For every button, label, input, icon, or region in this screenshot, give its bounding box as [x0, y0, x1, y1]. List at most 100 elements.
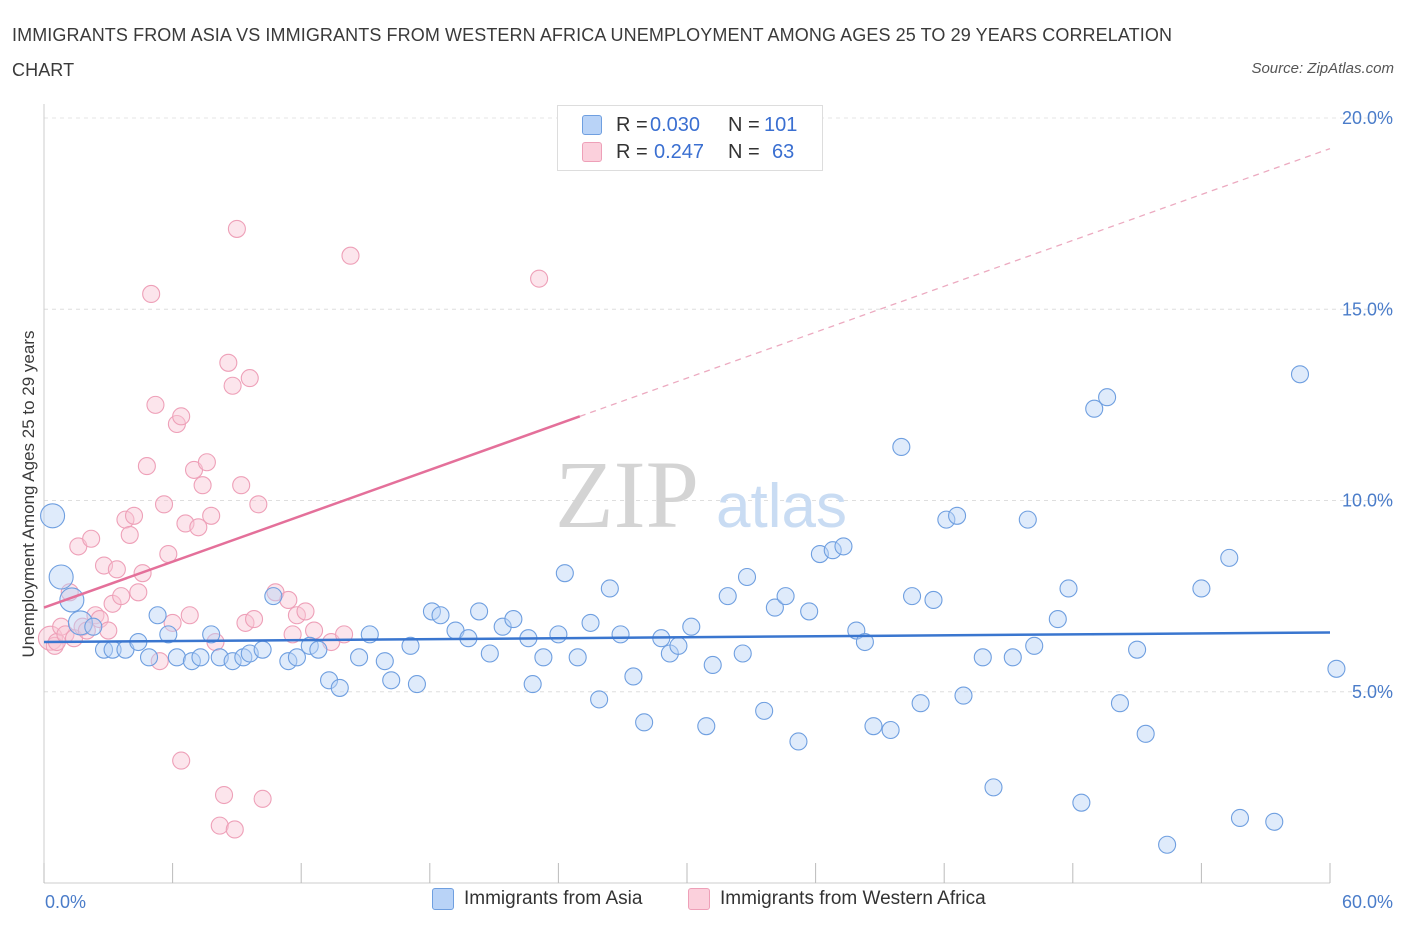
data-point: [283, 625, 302, 644]
trend-line-western-africa: [43, 415, 581, 609]
data-point: [107, 560, 126, 579]
legend-swatch-asia: [432, 888, 454, 910]
data-point: [855, 632, 874, 652]
data-point: [635, 713, 654, 732]
y-tick-label: 10.0%: [1342, 491, 1393, 511]
n-label: N =: [728, 113, 760, 136]
data-point: [581, 613, 600, 632]
legend-swatch-asia: [582, 115, 602, 135]
data-point: [350, 648, 369, 667]
r-label: R =: [616, 113, 648, 136]
data-point: [984, 778, 1003, 797]
data-point: [1059, 579, 1078, 598]
data-point: [142, 284, 161, 304]
data-point: [202, 506, 221, 525]
trend-line-asia: [43, 631, 1331, 644]
data-point: [214, 785, 234, 805]
data-point: [549, 625, 568, 644]
data-point: [197, 453, 216, 472]
data-point: [225, 820, 244, 839]
data-point: [568, 648, 587, 667]
data-point: [240, 369, 259, 388]
trend-lines: [43, 147, 1331, 644]
watermark-atlas: atlas: [716, 472, 847, 541]
legend-label-western-africa: Immigrants from Western Africa: [720, 888, 986, 909]
data-point: [223, 652, 242, 671]
data-point: [84, 617, 103, 636]
data-point: [431, 606, 450, 625]
y-tick-label: 15.0%: [1342, 299, 1393, 319]
y-tick-label: 20.0%: [1342, 108, 1393, 128]
data-point: [1085, 399, 1104, 418]
data-point: [191, 648, 210, 667]
data-point: [669, 636, 688, 655]
data-point: [924, 590, 943, 610]
gridlines: [44, 117, 1394, 693]
data-point: [202, 625, 221, 644]
legend-item-asia[interactable]: Immigrants from Asia: [432, 888, 642, 910]
data-point: [99, 621, 118, 640]
data-point: [834, 537, 853, 556]
data-point: [973, 648, 992, 667]
data-point: [146, 395, 165, 414]
x-tick-label: 60.0%: [1342, 892, 1393, 912]
data-point: [611, 625, 630, 644]
data-point: [765, 598, 784, 617]
trend-line-western-africa-extension: [579, 147, 1331, 417]
data-point: [1327, 659, 1346, 678]
data-point: [309, 640, 328, 659]
data-point: [733, 644, 752, 663]
data-point: [600, 579, 619, 598]
stats-legend: R = 0.030 N = 101 R = 0.247 N = 63: [557, 105, 823, 171]
data-point: [1192, 579, 1211, 598]
data-point: [1003, 648, 1022, 667]
data-point: [244, 610, 264, 629]
data-point: [902, 587, 922, 606]
series-asia-points: [40, 365, 1346, 854]
legend-swatch-western-africa: [688, 888, 710, 910]
data-point: [253, 789, 272, 808]
legend-item-western-africa[interactable]: Immigrants from Western Africa: [688, 888, 986, 910]
data-point: [193, 476, 212, 495]
data-point: [682, 617, 701, 636]
y-axis-title: Unemployment Among Ages 25 to 29 years: [19, 331, 38, 658]
legend-label-asia: Immigrants from Asia: [464, 888, 643, 909]
data-point: [182, 652, 201, 671]
data-point: [1018, 510, 1037, 529]
data-point: [82, 529, 101, 548]
tick-labels: 5.0% 10.0% 15.0% 20.0% 0.0% 60.0%: [45, 108, 1393, 912]
data-point: [150, 652, 169, 671]
data-point: [1098, 388, 1117, 407]
data-point: [129, 583, 148, 602]
data-point: [800, 602, 819, 621]
data-point: [341, 246, 360, 265]
data-point: [718, 587, 737, 606]
data-point: [67, 610, 93, 636]
x-tick-label: 0.0%: [45, 892, 86, 912]
data-point: [1265, 812, 1284, 831]
data-point: [172, 407, 191, 426]
data-point: [480, 644, 499, 663]
data-point: [954, 686, 973, 705]
data-point: [180, 606, 199, 625]
data-point: [120, 525, 139, 544]
data-point: [422, 602, 441, 621]
data-point: [1048, 610, 1067, 629]
data-point: [382, 671, 401, 690]
data-point: [227, 219, 246, 238]
data-point: [172, 751, 191, 770]
data-point: [1072, 793, 1091, 812]
watermark-zip: ZIP: [555, 441, 699, 548]
data-point: [375, 652, 394, 671]
data-point: [279, 590, 298, 610]
data-point: [154, 495, 174, 514]
data-point: [401, 636, 420, 655]
data-point: [530, 269, 549, 288]
series-western-africa-points: [37, 219, 549, 839]
data-point: [264, 587, 283, 606]
data-point: [504, 610, 523, 629]
data-point: [1025, 636, 1044, 655]
data-point: [287, 606, 306, 625]
data-point: [1136, 724, 1155, 743]
data-point: [40, 503, 66, 529]
